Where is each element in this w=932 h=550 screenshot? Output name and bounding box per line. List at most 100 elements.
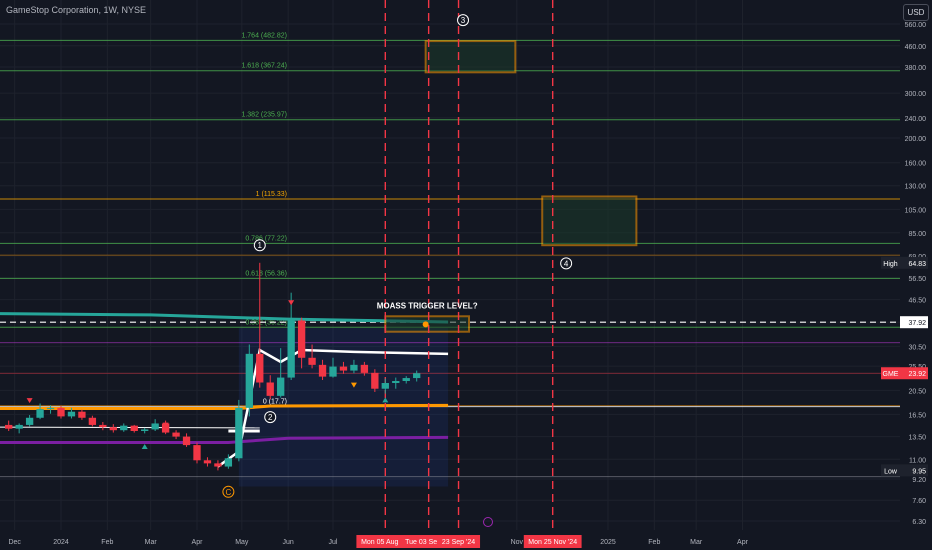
candle-body-18 — [193, 445, 201, 461]
candle-body-34 — [360, 364, 369, 373]
candle-body-6 — [67, 411, 76, 417]
candle-body-3 — [36, 409, 44, 418]
time-tick-6: Jun — [283, 539, 294, 546]
price-tag-bg-2 — [900, 316, 928, 329]
price-tick-23: 6.30 — [912, 519, 926, 526]
price-tag-bg-1 — [900, 367, 928, 380]
orange-line — [0, 403, 449, 410]
candle-body-10 — [109, 427, 117, 431]
price-tick-12: 46.50 — [908, 298, 926, 305]
candle-body-19 — [203, 460, 212, 464]
target-box-1 — [541, 195, 638, 247]
wave-3-circle — [457, 14, 470, 27]
candle-body-26 — [277, 377, 285, 396]
candle-body-14 — [151, 423, 159, 430]
time-tick-2: Feb — [101, 539, 113, 546]
candle-body-16 — [172, 432, 180, 437]
price-tick-3: 300.00 — [905, 91, 927, 98]
fib-label-0: 1.764 (482.82) — [241, 32, 287, 39]
candle-body-9 — [99, 424, 107, 428]
wave-1-text: 1 — [258, 241, 263, 250]
candle-body-37 — [392, 381, 400, 384]
price-tag-name-3: Low — [884, 468, 898, 475]
time-axis[interactable]: Dec 2024 Feb Mar Apr May Jun Jul Nov 2025 Feb Mar Ap… — [0, 517, 932, 550]
price-tick-9: 85.00 — [908, 231, 926, 238]
date-marker-tag-bg-2 — [437, 535, 481, 548]
candle-body-24 — [256, 353, 264, 383]
candle-body-23 — [245, 353, 253, 408]
candle-body-17 — [182, 436, 191, 446]
wave-2-circle — [264, 411, 277, 424]
signal-triangle-0 — [26, 398, 33, 404]
candle-body-31 — [329, 366, 337, 377]
fib-label-5: 0.618 (56.36) — [245, 270, 287, 277]
candle-body-8 — [88, 417, 97, 425]
signal-triangle-5 — [350, 382, 357, 388]
candle-body-13 — [141, 429, 149, 431]
fib-label-2: 1.382 (235.97) — [241, 112, 287, 119]
candle-body-0 — [5, 424, 13, 429]
fib-label-1: 1.618 (367.24) — [241, 63, 287, 70]
date-marker-tag-3: Mon 25 Nov '24 — [528, 539, 577, 546]
price-tick-8: 105.00 — [905, 207, 927, 214]
candle-body-12 — [130, 425, 138, 431]
date-marker-tag-0: Mon 05 Aug '24 — [361, 539, 410, 546]
candle-body-33 — [350, 364, 358, 371]
price-tick-21: 9.20 — [912, 477, 926, 484]
price-tag-value-1: 23.92 — [908, 371, 926, 378]
price-tag-value-0: 64.83 — [908, 261, 926, 268]
wave-3-text: 3 — [461, 16, 466, 25]
price-tick-6: 160.00 — [905, 161, 927, 168]
price-tag-name-0: High — [883, 261, 898, 268]
event-marker-icon — [483, 517, 493, 527]
currency-button[interactable]: USD — [903, 4, 929, 21]
price-tick-0: 560.00 — [905, 22, 927, 29]
price-tick-7: 130.00 — [905, 184, 927, 191]
price-axis[interactable]: 560.00 460.00 380.00 300.00 240.00 200.00 160.… — [881, 0, 932, 550]
candle-body-2 — [25, 417, 34, 425]
price-tag-bg-0 — [900, 256, 928, 269]
fib-label-6: 0.382 (36.22) — [245, 319, 287, 326]
price-tick-4: 240.00 — [905, 116, 927, 123]
wave-1-circle — [253, 239, 266, 252]
time-tick-11: Mar — [690, 539, 703, 546]
candle-body-11 — [120, 425, 128, 431]
time-tick-12: Apr — [737, 539, 749, 546]
date-marker-tag-1: Tue 03 Sep '24 — [405, 539, 452, 546]
candle-body-38 — [402, 378, 410, 382]
purple-line — [0, 435, 449, 444]
target-boxes — [384, 40, 638, 333]
price-tick-2: 380.00 — [905, 65, 927, 72]
time-tick-9: 2025 — [600, 539, 616, 546]
candle-body-39 — [413, 373, 421, 379]
date-marker-tag-bg-3 — [523, 535, 582, 548]
moass-burst-icon — [422, 321, 429, 328]
price-tag-value-3: 9.95 — [912, 468, 926, 475]
wave-c-text: C — [225, 488, 231, 497]
price-axis-bg — [900, 0, 932, 550]
wave-4-circle — [560, 257, 573, 270]
wave-2-text: 2 — [268, 413, 273, 422]
fib-label-4: 0.786 (77.22) — [245, 235, 287, 242]
time-tick-4: Apr — [192, 539, 204, 546]
candle-body-7 — [78, 411, 86, 418]
fib-label-3: 1 (115.33) — [256, 191, 287, 198]
time-tick-3: Mar — [145, 539, 158, 546]
time-tick-7: Jul — [329, 539, 338, 546]
time-tick-10: Feb — [648, 539, 660, 546]
fib-label-7: 0 (17.7) — [263, 399, 287, 406]
candle-body-5 — [57, 407, 65, 417]
price-tag-value-2: 37.92 — [908, 320, 926, 327]
price-tick-11: 56.50 — [908, 276, 926, 283]
price-tick-14: 30.50 — [908, 344, 926, 351]
teal-line — [0, 312, 449, 324]
target-box-0 — [424, 40, 517, 74]
price-tick-20: 11.00 — [909, 457, 926, 464]
date-marker-tag-2: 23 Sep '24 — [442, 539, 475, 546]
annotation-marks: MOASS TRIGGER LEVEL? 1 2 3 4 C — [26, 14, 573, 498]
wave-c-circle — [222, 485, 235, 498]
signal-triangle-2 — [288, 300, 295, 306]
candle-body-35 — [371, 372, 379, 389]
